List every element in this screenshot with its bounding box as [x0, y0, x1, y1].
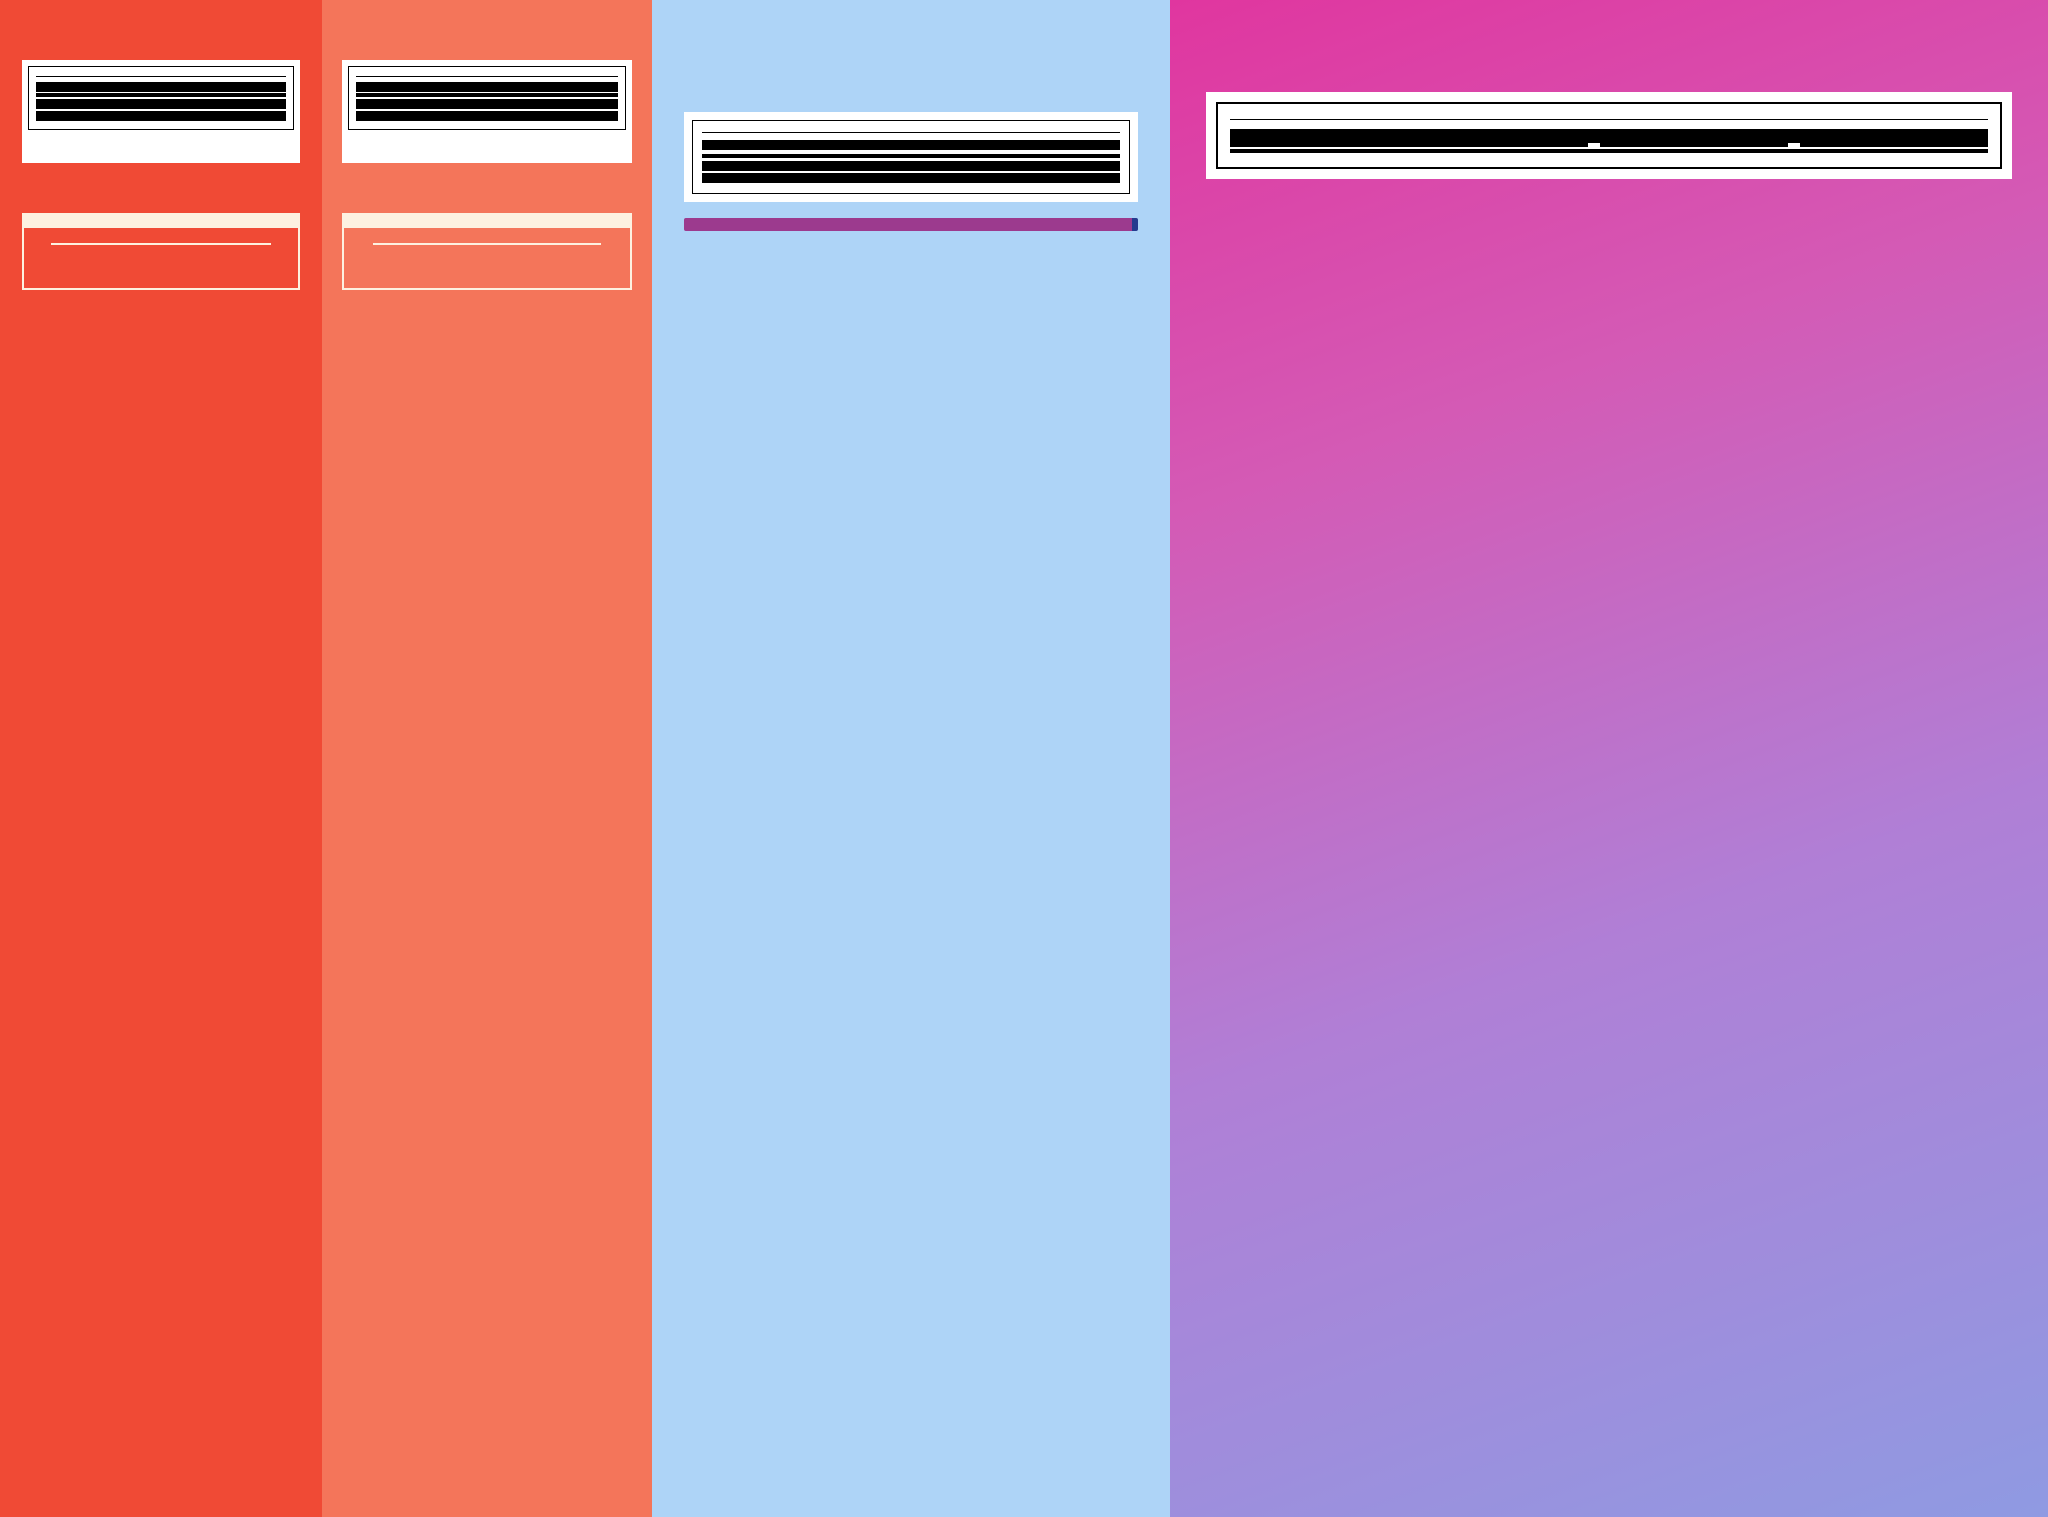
nutrition-footnote	[1230, 153, 1988, 159]
panel-blueberry-muffin-treats	[652, 0, 1170, 1517]
net-carbs-strip-blueberry	[684, 218, 1138, 231]
nutrition-footnote	[356, 121, 618, 124]
net-carbs-total	[51, 243, 271, 276]
company-block-peaches	[342, 177, 632, 195]
nutrition-facts-panel-strawberry	[22, 60, 300, 136]
nutrition-footnote	[702, 183, 1120, 187]
ingredients-block-peaches	[342, 136, 632, 163]
flavor-title-blueberry	[684, 0, 1138, 88]
net-carbs-total	[372, 243, 602, 276]
ingredients-block-strawberry	[22, 136, 300, 163]
flavor-title-strawberry	[22, 0, 300, 48]
net-carbs-footnote	[22, 299, 300, 313]
per-bar-label	[1132, 218, 1138, 231]
flavor-title-granola	[1206, 0, 2012, 66]
net-carbs-box-peaches	[342, 213, 632, 290]
net-carbs-footnote	[342, 299, 632, 313]
panel-peaches-and-cream	[322, 0, 652, 1517]
flavor-title-peaches	[342, 0, 632, 48]
company-block-strawberry	[22, 177, 300, 195]
nutrition-facts-panel-blueberry	[684, 112, 1138, 202]
nutrition-facts-panel-peaches	[342, 60, 632, 136]
nutrition-facts-panel-granola	[1206, 92, 2012, 179]
panel-mixed-berry-granola	[1170, 0, 2048, 1517]
net-carbs-box-strawberry	[22, 213, 300, 290]
panel-strawberry-cheesecake	[0, 0, 322, 1517]
nutrition-footnote	[36, 121, 286, 124]
